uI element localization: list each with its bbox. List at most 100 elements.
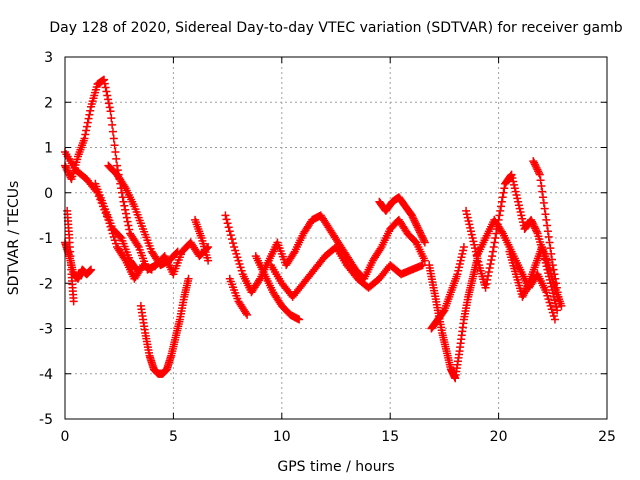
data-point	[481, 283, 490, 292]
data-point	[537, 181, 546, 190]
data-point	[221, 211, 230, 220]
data-point	[121, 209, 130, 218]
data-points	[61, 75, 566, 383]
data-point	[223, 219, 232, 228]
data-point	[534, 168, 543, 177]
series-track-7	[136, 274, 193, 378]
data-point	[106, 107, 115, 116]
data-point	[539, 193, 548, 202]
data-point	[104, 95, 113, 104]
data-point	[541, 210, 550, 219]
data-point	[69, 297, 78, 306]
series-track-8	[191, 215, 213, 265]
data-point	[547, 249, 556, 258]
y-tick-label: 0	[44, 186, 53, 202]
data-point	[242, 309, 251, 318]
y-tick-label: -5	[39, 412, 53, 428]
data-point	[82, 126, 91, 135]
data-point	[497, 197, 506, 206]
data-point	[109, 134, 118, 143]
data-point	[495, 211, 504, 220]
data-point	[524, 280, 533, 289]
data-point	[104, 99, 113, 108]
data-point	[124, 221, 133, 230]
data-point	[459, 243, 468, 252]
data-point	[544, 232, 553, 241]
data-point	[539, 198, 548, 207]
data-point	[420, 238, 429, 247]
data-point	[173, 247, 182, 256]
data-point	[500, 184, 509, 193]
data-point	[549, 265, 558, 274]
data-point	[482, 279, 491, 288]
data-point	[499, 188, 508, 197]
data-point	[118, 193, 127, 202]
data-point	[552, 279, 561, 288]
data-point	[133, 241, 142, 250]
data-point	[547, 255, 556, 264]
series-track-5	[91, 179, 141, 274]
data-point	[483, 275, 492, 284]
data-point	[536, 176, 545, 185]
data-point	[490, 238, 499, 247]
y-tick-label: -2	[39, 276, 53, 292]
data-point	[100, 79, 109, 88]
data-point	[100, 75, 109, 84]
series-track-11	[251, 252, 304, 324]
data-point	[101, 83, 110, 92]
data-point	[80, 134, 89, 143]
data-point	[546, 244, 555, 253]
data-point	[222, 215, 231, 224]
chart-title: Day 128 of 2020, Sidereal Day-to-day VTE…	[49, 20, 622, 36]
data-point	[295, 315, 304, 324]
data-point	[484, 267, 493, 276]
data-point	[107, 114, 116, 123]
x-tick-label: 0	[61, 429, 70, 445]
y-tick-label: -1	[39, 231, 53, 247]
data-point	[543, 221, 552, 230]
series-track-6	[104, 161, 182, 270]
data-point	[550, 315, 559, 324]
data-point	[226, 231, 235, 240]
data-point	[121, 205, 130, 214]
series-track-18	[505, 243, 566, 310]
data-point	[112, 154, 121, 163]
y-tick-label: -3	[39, 322, 53, 338]
grid	[65, 57, 607, 419]
data-point	[83, 118, 92, 127]
series-track-19	[529, 157, 564, 306]
data-point	[486, 260, 495, 269]
data-point	[103, 91, 112, 100]
data-point	[81, 130, 90, 139]
series-track-14	[425, 256, 481, 383]
data-point	[204, 256, 213, 265]
data-point	[552, 283, 561, 292]
data-point	[82, 122, 91, 131]
data-point	[553, 306, 562, 315]
data-point	[496, 206, 505, 215]
data-point	[488, 252, 497, 261]
data-point	[484, 271, 493, 280]
data-point	[542, 215, 551, 224]
data-point	[87, 265, 96, 274]
data-point	[491, 234, 500, 242]
data-point	[485, 263, 494, 272]
plot-frame	[64, 56, 608, 420]
x-tick-label: 25	[598, 429, 616, 445]
data-point	[553, 288, 562, 297]
data-point	[122, 213, 131, 222]
data-point	[555, 297, 564, 306]
series-track-12	[266, 243, 427, 301]
data-point	[224, 223, 233, 232]
data-point	[543, 227, 552, 236]
data-point	[131, 264, 140, 273]
data-point	[184, 274, 193, 283]
data-point	[489, 243, 498, 252]
data-point	[125, 225, 134, 234]
y-tick-label: 3	[44, 50, 53, 66]
series-track-15	[427, 243, 468, 333]
data-point	[535, 170, 544, 179]
data-point	[551, 274, 560, 283]
data-point	[119, 197, 128, 206]
